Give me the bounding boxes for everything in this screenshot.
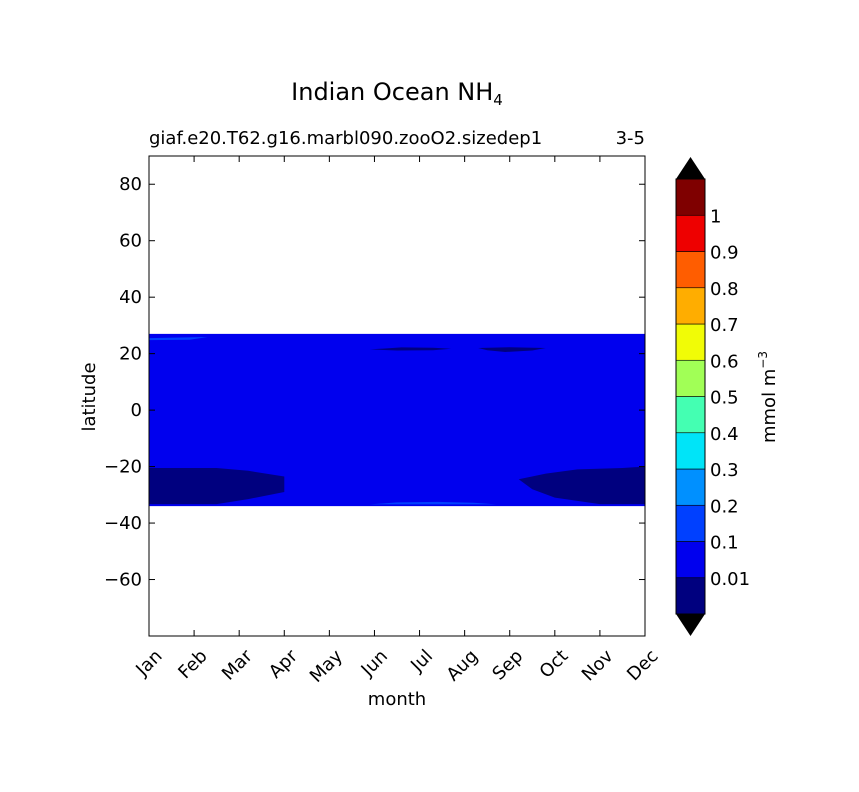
- colorbar-tick-label: 0.9: [710, 243, 739, 264]
- colorbar-segment: [675, 504, 706, 542]
- colorbar-segment: [675, 577, 706, 615]
- plot-area: Jan Feb Mar Apr May Jun Jul Aug Sep Oct Nov Dec 80 6…: [104, 155, 663, 687]
- colorbar-segment: [675, 468, 706, 506]
- chart-title: Indian Ocean NH4: [291, 78, 503, 109]
- y-tick-label: −60: [104, 570, 142, 591]
- contour-region-high-north-jan: [149, 337, 208, 341]
- contour-region-low-south-west: [149, 468, 285, 505]
- chart-subtitle-right: 3-5: [616, 128, 645, 149]
- colorbar-segment: [675, 432, 706, 470]
- x-tick-label: Jul: [406, 646, 437, 677]
- x-tick-label: Feb: [174, 646, 211, 683]
- colorbar-extend-min: [676, 614, 705, 636]
- x-tick-label: Nov: [578, 645, 618, 685]
- colorbar-segment: [675, 214, 706, 252]
- x-tick-label: Apr: [265, 645, 302, 682]
- chart-subtitle-left: giaf.e20.T62.g16.marbl090.zooO2.sizedep1: [149, 128, 542, 149]
- y-tick-label: −20: [104, 457, 142, 478]
- chart-title-main: Indian Ocean NH: [291, 78, 493, 106]
- colorbar-segment: [675, 323, 706, 361]
- colorbar-tick-label: 1: [710, 206, 721, 227]
- y-tick-label: 80: [119, 174, 142, 195]
- colorbar-segment: [675, 178, 706, 216]
- colorbar-tick-label: 0.3: [710, 460, 739, 481]
- x-tick-label: Jun: [357, 646, 392, 681]
- colorbar-segment: [675, 287, 706, 325]
- contour-region-low-south-east: [518, 466, 645, 505]
- x-tick-label: Mar: [218, 645, 257, 684]
- chart-title-subscript: 4: [493, 91, 503, 109]
- colorbar-segment: [675, 251, 706, 289]
- colorbar-label: mmol m−3: [756, 351, 780, 443]
- y-tick-label: 60: [119, 231, 142, 252]
- colorbar-tick-label: 0.5: [710, 388, 739, 409]
- colorbar-tick-label: 0.4: [710, 424, 739, 445]
- y-tick-label: 20: [119, 344, 142, 365]
- colorbar-tick-label: 0.8: [710, 279, 739, 300]
- x-tick-label: Dec: [623, 646, 662, 685]
- plot-frame: [148, 155, 646, 637]
- colorbar-tick-label: 0.6: [710, 351, 739, 372]
- colorbar-extend-max: [676, 157, 705, 179]
- contour-region-low-north-jul: [369, 347, 452, 351]
- colorbar-tick-label: 0.7: [710, 315, 739, 336]
- x-tick-label: May: [306, 645, 347, 686]
- colorbar-segment: [675, 396, 706, 434]
- data-layer: [149, 333, 645, 507]
- contour-region-high-south-jun-aug: [369, 501, 497, 505]
- colorbar-tick-label: 0.1: [710, 533, 739, 554]
- colorbar-label-superscript: −3: [756, 351, 770, 369]
- colorbar-label-main: mmol m: [759, 369, 780, 443]
- y-tick-label: 40: [119, 287, 142, 308]
- colorbar: 0.01 0.1 0.2 0.3 0.4 0.5 0.6 0.7 0.8 0.9 1: [675, 157, 750, 636]
- y-axis-ticks: 80 60 40 20 0 −20 −40 −60: [104, 174, 645, 591]
- contour-region-low-north-sep: [478, 347, 546, 352]
- y-tick-label: 0: [131, 400, 142, 421]
- x-tick-label: Aug: [443, 646, 483, 686]
- colorbar-segment: [675, 359, 706, 397]
- y-tick-label: −40: [104, 513, 142, 534]
- colorbar-frame: [675, 178, 706, 615]
- x-tick-label: Oct: [536, 646, 573, 683]
- colorbar-tick-label: 0.2: [710, 496, 739, 517]
- x-tick-label: Sep: [488, 646, 527, 685]
- colorbar-segment: [675, 541, 706, 579]
- y-axis-label: latitude: [79, 362, 100, 431]
- x-tick-label: Jan: [131, 646, 166, 681]
- colorbar-tick-label: 0.01: [710, 569, 750, 590]
- x-axis-label: month: [368, 689, 426, 710]
